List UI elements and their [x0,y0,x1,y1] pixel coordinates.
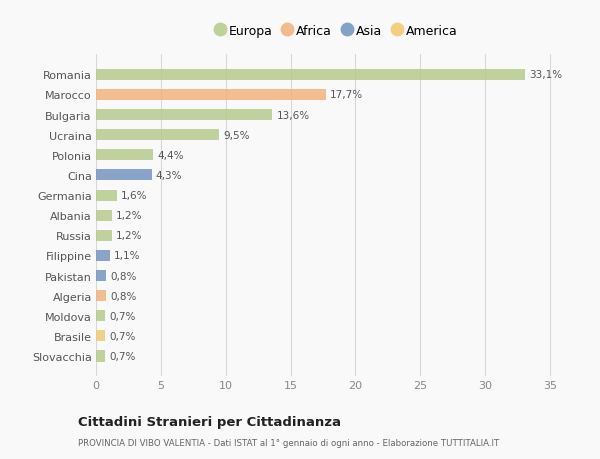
Bar [96,330,105,341]
Text: 17,7%: 17,7% [329,90,362,100]
Legend: Europa, Africa, Asia, America: Europa, Africa, Asia, America [209,20,463,43]
Bar [96,90,326,101]
Bar [96,130,219,141]
Text: PROVINCIA DI VIBO VALENTIA - Dati ISTAT al 1° gennaio di ogni anno - Elaborazion: PROVINCIA DI VIBO VALENTIA - Dati ISTAT … [78,438,499,448]
Text: 1,1%: 1,1% [114,251,140,261]
Bar [96,351,105,362]
Text: 9,5%: 9,5% [223,130,250,140]
Text: 4,3%: 4,3% [155,171,182,180]
Text: 33,1%: 33,1% [529,70,562,80]
Bar [96,150,153,161]
Text: 1,2%: 1,2% [115,211,142,221]
Bar [96,230,112,241]
Bar [96,190,117,201]
Text: 0,7%: 0,7% [109,331,136,341]
Text: 1,6%: 1,6% [121,190,147,201]
Text: 1,2%: 1,2% [115,231,142,241]
Bar [96,270,106,281]
Bar [96,311,105,322]
Text: 4,4%: 4,4% [157,151,184,161]
Text: 0,7%: 0,7% [109,351,136,361]
Text: 0,8%: 0,8% [110,271,137,281]
Text: 0,8%: 0,8% [110,291,137,301]
Bar [96,250,110,262]
Bar [96,70,526,81]
Bar [96,291,106,302]
Bar [96,210,112,221]
Text: 13,6%: 13,6% [277,110,310,120]
Bar [96,110,272,121]
Text: 0,7%: 0,7% [109,311,136,321]
Bar [96,170,152,181]
Text: Cittadini Stranieri per Cittadinanza: Cittadini Stranieri per Cittadinanza [78,415,341,428]
